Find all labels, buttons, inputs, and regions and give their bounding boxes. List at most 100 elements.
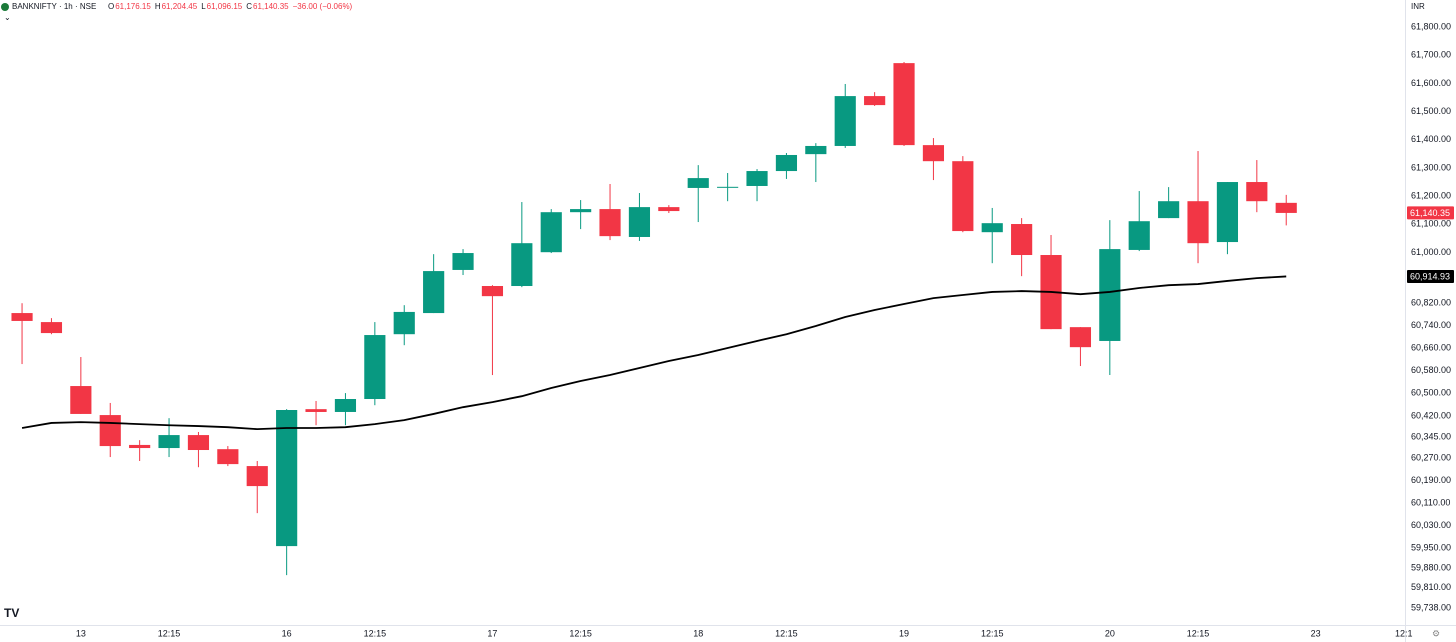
- candle-body: [276, 409, 298, 547]
- candle-body: [187, 435, 210, 451]
- y-tick-label: 61,600.00: [1411, 78, 1451, 88]
- x-tick-label: 12:15: [981, 628, 1004, 638]
- y-tick-label: 61,200.00: [1411, 190, 1451, 200]
- candle-body: [393, 311, 415, 335]
- ohlc-value: 61,176.15: [115, 2, 151, 11]
- last-price-label-bg: [1407, 206, 1454, 220]
- candle-body: [1011, 224, 1033, 256]
- x-tick-label: 23: [1311, 628, 1321, 638]
- candle-body: [1099, 249, 1121, 341]
- x-tick-label: 20: [1105, 628, 1115, 638]
- candle-body: [40, 322, 63, 334]
- candle-body: [158, 435, 180, 449]
- candle-body: [628, 207, 651, 237]
- candle-body: [452, 253, 474, 270]
- y-tick-label: 60,420.00: [1411, 410, 1451, 420]
- candle-body: [70, 386, 92, 414]
- candle-body: [11, 313, 33, 321]
- candle-body: [893, 63, 915, 146]
- y-tick-label: 60,500.00: [1411, 388, 1451, 398]
- ohlc-label: H: [155, 2, 161, 11]
- y-tick-label: 60,820.00: [1411, 298, 1451, 308]
- x-tick-label: 12:15: [775, 628, 798, 638]
- candle-body: [423, 271, 445, 314]
- candle-body: [717, 186, 739, 188]
- y-tick-label: 61,700.00: [1411, 50, 1451, 60]
- y-tick-label: 60,345.00: [1411, 431, 1451, 441]
- candle-body: [305, 409, 327, 412]
- y-tick-label: 61,300.00: [1411, 162, 1451, 172]
- candle-body: [246, 466, 268, 487]
- y-tick-label: 60,190.00: [1411, 475, 1451, 485]
- y-tick-label: 61,100.00: [1411, 219, 1451, 229]
- y-tick-label: 59,810.00: [1411, 582, 1451, 592]
- x-tick-label: 12:15: [1187, 628, 1210, 638]
- candle-body: [570, 209, 592, 213]
- ohlc-value: 61,204.45: [162, 2, 198, 11]
- logo: TV: [4, 606, 19, 620]
- y-tick-label: 60,270.00: [1411, 453, 1451, 463]
- x-tick-label: 12:15: [364, 628, 387, 638]
- candle-body: [922, 145, 945, 162]
- candle-body: [1275, 202, 1297, 213]
- candle-body: [1216, 182, 1239, 243]
- y-tick-label: 60,580.00: [1411, 365, 1451, 375]
- collapse-arrow: ⌄: [4, 13, 11, 22]
- x-tick-label: 17: [487, 628, 497, 638]
- candle-body: [775, 154, 798, 172]
- candle-body: [1128, 221, 1150, 250]
- x-tick-label: 12:15: [158, 628, 181, 638]
- y-tick-label: 59,738.00: [1411, 602, 1451, 612]
- candle-body: [511, 243, 533, 287]
- candle-body: [481, 286, 504, 297]
- y-tick-label: 60,030.00: [1411, 520, 1451, 530]
- plot-area: [11, 61, 1297, 576]
- y-tick-label: 59,880.00: [1411, 562, 1451, 572]
- moving-average: [21, 275, 1287, 431]
- ohlc-value: 61,096.15: [207, 2, 243, 11]
- ohlc-label: L: [201, 2, 206, 11]
- candle-body: [864, 96, 886, 106]
- candle-body: [1246, 182, 1268, 202]
- currency: INR: [1411, 2, 1425, 11]
- ma-price-label-bg: [1407, 269, 1454, 283]
- candle-body: [981, 223, 1003, 233]
- y-tick-label: 61,400.00: [1411, 134, 1451, 144]
- settings-icon[interactable]: ⚙: [1432, 628, 1440, 638]
- y-tick-label: 61,500.00: [1411, 106, 1451, 116]
- x-tick-label: 16: [282, 628, 292, 638]
- candle-body: [834, 96, 856, 146]
- candle-body: [334, 399, 357, 412]
- candle-body: [99, 415, 121, 447]
- y-tick-label: 61,800.00: [1411, 21, 1451, 31]
- x-tick-label: 19: [899, 628, 909, 638]
- candle-body: [952, 161, 974, 232]
- x-tick-label: 12:1: [1395, 628, 1413, 638]
- y-tick-label: 61,000.00: [1411, 247, 1451, 257]
- symbol-icon: [1, 3, 9, 11]
- y-tick-label: 60,740.00: [1411, 320, 1451, 330]
- change: −36.00 (−0.06%): [293, 2, 353, 11]
- candle-body: [658, 207, 680, 212]
- candle-body: [805, 145, 827, 155]
- candle-body: [599, 209, 621, 237]
- x-tick-label: 13: [76, 628, 86, 638]
- y-tick-label: 60,110.00: [1411, 498, 1450, 508]
- x-tick-label: 18: [693, 628, 703, 638]
- y-tick-label: 60,660.00: [1411, 343, 1451, 353]
- candle-body: [364, 335, 386, 400]
- candle-body: [129, 444, 151, 449]
- ohlc-value: 61,140.35: [253, 2, 289, 11]
- candle-body: [217, 449, 239, 465]
- candle-body: [540, 212, 562, 253]
- y-tick-label: 59,950.00: [1411, 543, 1451, 553]
- candle-body: [1069, 327, 1092, 348]
- candle-body: [1187, 201, 1209, 244]
- candle-body: [1158, 201, 1180, 219]
- symbol: BANKNIFTY · 1h · NSE: [12, 2, 96, 11]
- x-tick-label: 12:15: [569, 628, 592, 638]
- ma-price-label: 60,914.93: [1410, 271, 1450, 281]
- candle-body: [687, 178, 709, 188]
